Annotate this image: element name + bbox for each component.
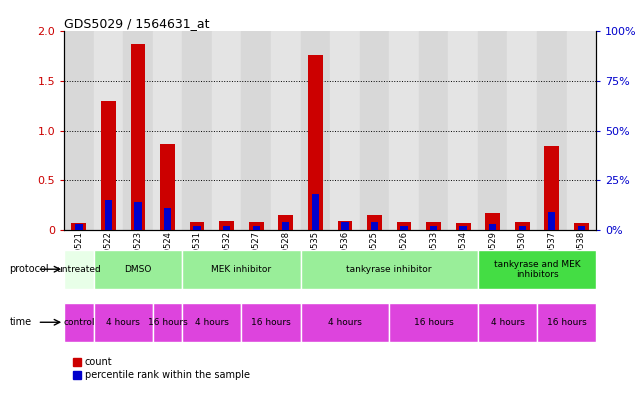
Text: DMSO: DMSO bbox=[124, 265, 152, 274]
Bar bbox=[219, 221, 234, 230]
Bar bbox=[182, 31, 212, 230]
Bar bbox=[131, 44, 146, 230]
Bar bbox=[194, 226, 201, 230]
Bar bbox=[367, 215, 382, 230]
Bar bbox=[456, 223, 470, 230]
Bar bbox=[478, 303, 537, 342]
Bar bbox=[370, 222, 378, 230]
Bar bbox=[104, 200, 112, 230]
Text: 4 hours: 4 hours bbox=[490, 318, 524, 327]
Bar bbox=[64, 250, 94, 289]
Bar bbox=[330, 31, 360, 230]
Bar bbox=[182, 303, 242, 342]
Bar bbox=[489, 224, 496, 230]
Bar bbox=[544, 145, 559, 230]
Text: 16 hours: 16 hours bbox=[251, 318, 291, 327]
Bar bbox=[485, 213, 500, 230]
Bar bbox=[567, 31, 596, 230]
Bar bbox=[182, 250, 301, 289]
Bar bbox=[519, 226, 526, 230]
Bar bbox=[75, 224, 83, 230]
Text: 4 hours: 4 hours bbox=[328, 318, 362, 327]
Text: 16 hours: 16 hours bbox=[547, 318, 587, 327]
Bar bbox=[301, 250, 478, 289]
Bar bbox=[478, 250, 596, 289]
Bar bbox=[389, 31, 419, 230]
Bar bbox=[94, 250, 182, 289]
Bar bbox=[389, 303, 478, 342]
Bar bbox=[101, 101, 116, 230]
Text: 16 hours: 16 hours bbox=[413, 318, 453, 327]
Bar bbox=[508, 31, 537, 230]
Bar bbox=[338, 221, 353, 230]
Bar bbox=[212, 31, 242, 230]
Bar bbox=[301, 31, 330, 230]
Bar bbox=[426, 222, 441, 230]
Text: tankyrase and MEK
inhibitors: tankyrase and MEK inhibitors bbox=[494, 259, 580, 279]
Bar bbox=[271, 31, 301, 230]
Text: untreated: untreated bbox=[56, 265, 101, 274]
Bar bbox=[253, 226, 260, 230]
Bar bbox=[578, 226, 585, 230]
Bar bbox=[123, 31, 153, 230]
Text: 16 hours: 16 hours bbox=[147, 318, 187, 327]
Bar bbox=[360, 31, 389, 230]
Bar bbox=[223, 226, 230, 230]
Bar bbox=[153, 303, 182, 342]
Text: control: control bbox=[63, 318, 95, 327]
Bar bbox=[515, 222, 529, 230]
Bar bbox=[190, 222, 204, 230]
Bar bbox=[301, 303, 389, 342]
Bar bbox=[153, 31, 182, 230]
Bar bbox=[160, 143, 175, 230]
Bar bbox=[64, 303, 94, 342]
Bar bbox=[537, 31, 567, 230]
Text: MEK inhibitor: MEK inhibitor bbox=[212, 265, 272, 274]
Bar bbox=[242, 31, 271, 230]
Bar bbox=[478, 31, 508, 230]
Bar bbox=[574, 223, 588, 230]
Bar bbox=[537, 303, 596, 342]
Bar bbox=[72, 223, 87, 230]
Text: 4 hours: 4 hours bbox=[106, 318, 140, 327]
Bar bbox=[448, 31, 478, 230]
Text: tankyrase inhibitor: tankyrase inhibitor bbox=[347, 265, 432, 274]
Bar bbox=[94, 31, 123, 230]
Bar bbox=[548, 212, 556, 230]
Bar bbox=[430, 226, 437, 230]
Bar bbox=[164, 208, 171, 230]
Text: protocol: protocol bbox=[10, 264, 49, 274]
Bar bbox=[249, 222, 263, 230]
Bar bbox=[278, 215, 293, 230]
Text: time: time bbox=[10, 317, 32, 327]
Bar bbox=[242, 303, 301, 342]
Bar bbox=[401, 226, 408, 230]
Text: 4 hours: 4 hours bbox=[195, 318, 229, 327]
Text: GDS5029 / 1564631_at: GDS5029 / 1564631_at bbox=[64, 17, 210, 30]
Bar bbox=[94, 303, 153, 342]
Bar bbox=[64, 31, 94, 230]
Bar bbox=[135, 202, 142, 230]
Bar bbox=[341, 222, 349, 230]
Bar bbox=[312, 194, 319, 230]
Legend: count, percentile rank within the sample: count, percentile rank within the sample bbox=[69, 354, 253, 384]
Bar bbox=[308, 55, 322, 230]
Bar bbox=[397, 222, 412, 230]
Bar bbox=[282, 222, 290, 230]
Bar bbox=[419, 31, 448, 230]
Bar bbox=[460, 226, 467, 230]
